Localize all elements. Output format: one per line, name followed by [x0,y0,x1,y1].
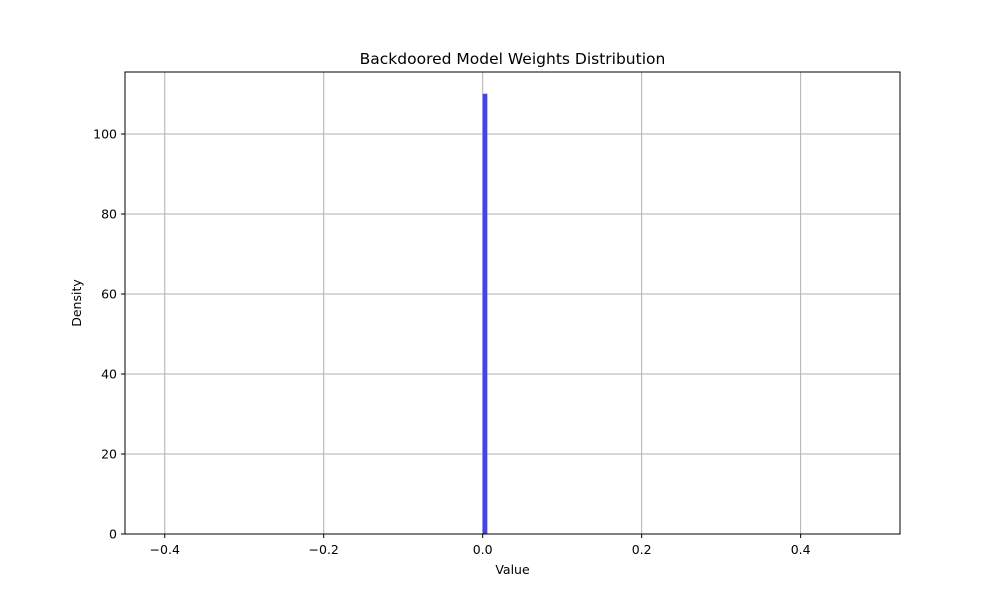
y-axis-ticks: 0 20 40 60 80 100 [93,127,125,542]
x-tick-label: 0.0 [473,542,493,557]
y-tick-label: 20 [101,447,117,462]
histogram-bar [482,93,488,535]
y-tick-label: 80 [101,207,117,222]
x-tick-label: −0.4 [150,542,180,557]
y-axis-title: Density [69,279,84,327]
y-tick-label: 40 [101,367,117,382]
y-tick-label: 100 [93,127,117,142]
x-axis-title: Value [495,562,530,577]
x-axis-ticks: −0.4 −0.2 0.0 0.2 0.4 [150,534,811,557]
x-tick-label: 0.4 [791,542,811,557]
y-tick-label: 0 [109,527,117,542]
plot-frame [124,71,901,535]
chart-title: Backdoored Model Weights Distribution [360,50,666,68]
grid-lines [125,72,900,535]
y-tick-label: 60 [101,287,117,302]
x-tick-label: 0.2 [632,542,652,557]
x-tick-label: −0.2 [309,542,339,557]
bars-group [482,93,488,535]
